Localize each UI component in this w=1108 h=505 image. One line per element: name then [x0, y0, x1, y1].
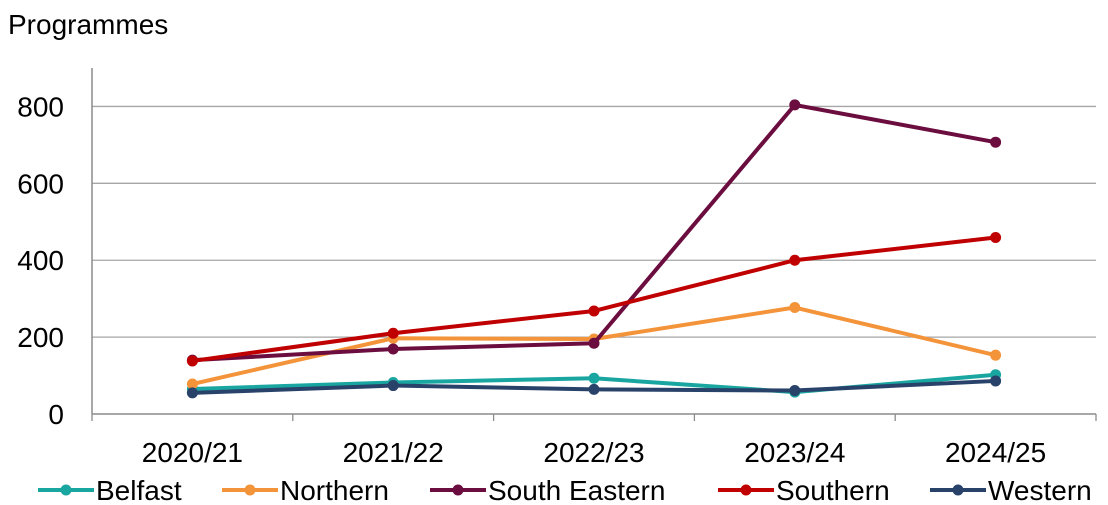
data-point-south-eastern [588, 337, 600, 349]
gridlines [92, 105, 1096, 338]
legend-label-northern: Northern [280, 475, 389, 505]
legend-swatch-marker-southern [740, 484, 752, 496]
data-point-northern [990, 349, 1002, 361]
x-tick-label: 2020/21 [142, 437, 243, 468]
y-tick-label: 400 [17, 245, 64, 276]
y-tick-label: 0 [48, 399, 64, 430]
data-point-southern [789, 254, 801, 266]
series-lines [186, 99, 1002, 399]
legend-swatch-marker-northern [244, 484, 256, 496]
x-tick-label: 2021/22 [343, 437, 444, 468]
legend-label-southern: Southern [776, 475, 890, 505]
data-point-south-eastern [387, 343, 399, 355]
data-point-belfast [588, 372, 600, 384]
data-point-northern [789, 302, 801, 314]
data-point-southern [588, 305, 600, 317]
legend-swatch-marker-south-eastern [452, 484, 464, 496]
data-point-southern [186, 355, 198, 367]
data-point-northern [186, 378, 198, 390]
series-line-south-eastern [190, 102, 998, 363]
data-point-western [789, 385, 801, 397]
legend-label-south-eastern: South Eastern [488, 475, 665, 505]
legend-swatch-marker-western [952, 484, 964, 496]
legend: Belfast Northern South Eastern Southern West… [38, 475, 1092, 505]
x-tick-label: 2022/23 [543, 437, 644, 468]
y-tick-label: 200 [17, 322, 64, 353]
data-point-western [588, 383, 600, 395]
data-point-southern [387, 327, 399, 339]
data-point-western [990, 375, 1002, 387]
data-point-western [387, 380, 399, 392]
y-axis-label: Programmes [8, 9, 168, 40]
data-point-south-eastern [789, 99, 801, 111]
data-point-southern [990, 232, 1002, 244]
legend-swatch-marker-belfast [60, 484, 72, 496]
x-tick-label: 2023/24 [744, 437, 845, 468]
x-tick-label: 2024/25 [945, 437, 1046, 468]
axes: 0 200 400 600 800 2020/21 2021/22 2022/23 2023/2… [17, 68, 1097, 468]
y-tick-label: 600 [17, 168, 64, 199]
legend-label-western: Western [988, 475, 1092, 505]
y-tick-label: 800 [17, 91, 64, 122]
legend-label-belfast: Belfast [96, 475, 182, 505]
data-point-south-eastern [990, 136, 1002, 148]
data-point-western [186, 387, 198, 399]
